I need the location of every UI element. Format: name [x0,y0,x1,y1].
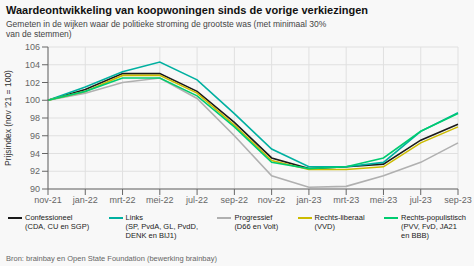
svg-text:102: 102 [25,78,40,88]
svg-text:nov-21: nov-21 [34,195,62,205]
svg-text:mei-22: mei-22 [146,195,174,205]
svg-text:jan-23: jan-23 [295,195,321,205]
html-text:Confessioneel (CDA, CU en SGP): Confessioneel (CDA, CU en SGP) [25,213,90,231]
svg-text:92: 92 [30,166,40,176]
html-text:Links (SP, PvdA, GL, PvdD, DEN: Links (SP, PvdA, GL, PvdD, DENK en BIJ1) [125,213,198,240]
svg-text:104: 104 [25,60,40,70]
svg-text:90: 90 [30,184,40,194]
svg-text:Prijsindex (nov '21 = 100): Prijsindex (nov '21 = 100) [8,70,13,166]
svg-text:94: 94 [30,149,40,159]
svg-text:mrt-22: mrt-22 [110,195,136,205]
html-text:Gemeten in de wijken waar de p: Gemeten in de wijken waar de politieke s… [6,19,327,39]
svg-text:96: 96 [30,131,40,141]
svg-text:106: 106 [25,42,40,52]
svg-text:jan-22: jan-22 [72,195,98,205]
html-text:Bron: brainbay en Open State F: Bron: brainbay en Open State Foundation … [6,254,217,263]
svg-text:100: 100 [25,95,40,105]
html-text:Rechts-liberaal (VVD): Rechts-liberaal (VVD) [314,213,365,231]
svg-text:sep-23: sep-23 [444,195,466,205]
html-text:Rechts-populistisch (PVV, FvD,: Rechts-populistisch (PVV, FvD, JA21 en B… [401,213,466,240]
svg-text:98: 98 [30,113,40,123]
svg-text:jul-22: jul-22 [185,195,208,205]
svg-text:mei-23: mei-23 [370,195,398,205]
html-text:Waardeontwikkeling van koopwon: Waardeontwikkeling van koopwoningen sind… [6,4,369,16]
svg-text:jul-23: jul-23 [409,195,432,205]
svg-text:nov-22: nov-22 [258,195,286,205]
html-text:Progressief (D66 en Volt): Progressief (D66 en Volt) [234,213,279,231]
svg-text:mrt-23: mrt-23 [333,195,359,205]
svg-text:sep-22: sep-22 [221,195,249,205]
